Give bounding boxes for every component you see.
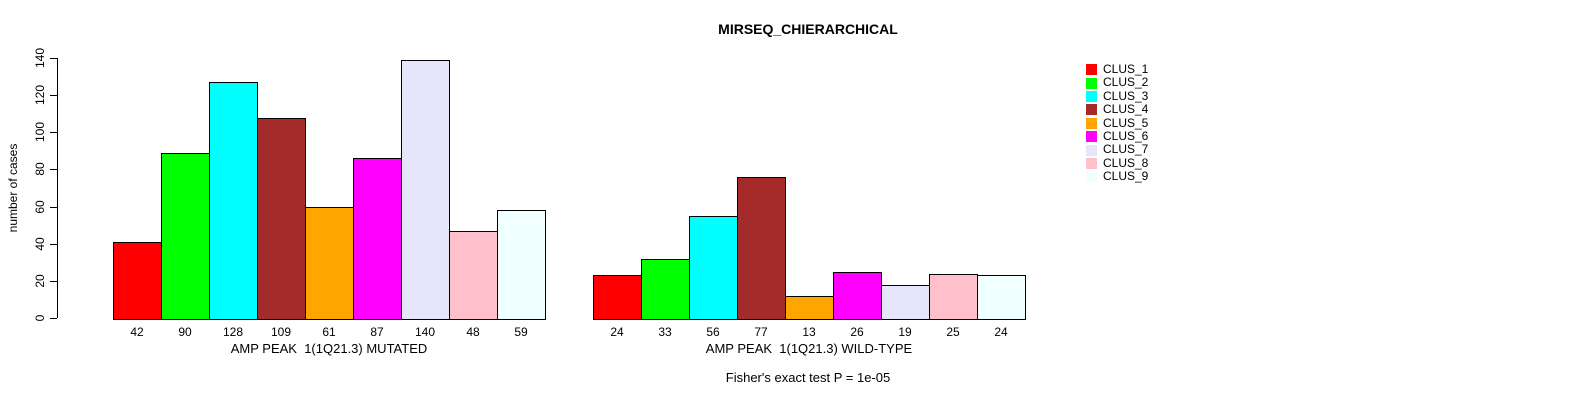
- y-tick-mark: [50, 280, 57, 282]
- bar-value-label: 13: [802, 325, 816, 339]
- legend-item-clus_7: CLUS_7: [1086, 142, 1149, 157]
- bar-value-label: 90: [178, 325, 192, 339]
- y-tick-mark: [50, 58, 57, 59]
- bar-clus_3: [209, 82, 258, 320]
- y-tick-mark: [50, 132, 57, 134]
- bar-clus_2: [641, 259, 690, 320]
- bar-value-label: 77: [754, 325, 768, 339]
- legend-label: CLUS_3: [1103, 88, 1149, 103]
- bar-value-label: 61: [322, 325, 336, 339]
- bar-clus_4: [257, 118, 306, 320]
- legend-swatch: [1086, 104, 1097, 116]
- chart-title: MIRSEQ_CHIERARCHICAL: [718, 21, 898, 37]
- legend-swatch: [1086, 90, 1097, 102]
- x-axis-label-wildtype: AMP PEAK 1(1Q21.3) WILD-TYPE: [705, 341, 913, 356]
- bar-clus_6: [353, 158, 402, 320]
- y-tick-label: 120: [33, 85, 47, 106]
- legend-label: CLUS_2: [1103, 75, 1149, 90]
- bar-value-label: 24: [610, 325, 624, 339]
- legend-item-clus_3: CLUS_3: [1086, 88, 1149, 103]
- bar-clus_7: [881, 285, 930, 320]
- bar-value-label: 33: [658, 325, 672, 339]
- legend-swatch: [1086, 77, 1097, 89]
- bar-value-label: 26: [850, 325, 864, 339]
- bar-clus_3: [689, 216, 738, 320]
- y-tick-label: 100: [33, 122, 47, 143]
- bar-clus_5: [785, 296, 834, 320]
- legend-label: CLUS_1: [1103, 62, 1149, 76]
- bar-value-label: 56: [706, 325, 720, 339]
- bar-clus_9: [977, 275, 1026, 320]
- legend-label: CLUS_7: [1103, 142, 1149, 157]
- bar-value-label: 19: [898, 325, 912, 339]
- legend-swatch: [1086, 131, 1097, 143]
- bar-clus_1: [593, 275, 642, 320]
- bar-clus_8: [929, 274, 978, 320]
- bar-clus_7: [401, 60, 450, 320]
- legend-item-clus_8: CLUS_8: [1086, 155, 1149, 170]
- bar-value-label: 24: [994, 325, 1008, 339]
- legend-swatch: [1086, 144, 1097, 156]
- y-tick-label: 40: [33, 237, 47, 251]
- legend-item-clus_4: CLUS_4: [1086, 102, 1149, 117]
- bar-clus_2: [161, 153, 210, 320]
- bar-clus_4: [737, 177, 786, 320]
- y-tick-mark: [50, 169, 57, 171]
- y-tick-label: 140: [33, 47, 47, 69]
- x-axis-label-mutated: AMP PEAK 1(1Q21.3) MUTATED: [230, 341, 428, 356]
- legend-item-clus_6: CLUS_6: [1086, 128, 1149, 143]
- bar-clus_8: [449, 231, 498, 320]
- bar-value-label: 25: [946, 325, 960, 339]
- bar-value-label: 109: [270, 325, 292, 339]
- legend: CLUS_1 CLUS_2 CLUS_3 CLUS_4 CLUS_5 CLUS_6 CLUS…: [1086, 62, 1149, 184]
- bar-clus_9: [497, 210, 546, 320]
- legend-label: CLUS_4: [1103, 102, 1149, 117]
- y-tick-mark: [50, 95, 57, 97]
- legend-label: CLUS_9: [1103, 169, 1149, 184]
- y-tick-label: 80: [33, 162, 47, 177]
- y-tick-label: 0: [33, 314, 47, 322]
- y-tick-mark: [50, 206, 57, 208]
- legend-label: CLUS_5: [1103, 115, 1149, 130]
- legend-swatch: [1086, 171, 1097, 183]
- bar-clus_5: [305, 207, 354, 320]
- bar-clus_6: [833, 272, 882, 320]
- fisher-test-annotation: Fisher's exact test P = 1e-05: [725, 370, 891, 385]
- bar-value-label: 140: [414, 325, 436, 339]
- legend-item-clus_5: CLUS_5: [1086, 115, 1149, 130]
- y-axis-line: [57, 58, 58, 318]
- y-tick-label: 20: [33, 274, 47, 288]
- bar-value-label: 59: [514, 325, 528, 339]
- bar-value-label: 48: [466, 325, 480, 339]
- legend-swatch: [1086, 117, 1097, 129]
- bar-value-label: 87: [370, 325, 384, 339]
- y-axis-title: number of cases: [6, 143, 20, 233]
- legend-swatch: [1086, 157, 1097, 169]
- legend-item-clus_9: CLUS_9: [1086, 169, 1149, 184]
- legend-item-clus_1: CLUS_1: [1086, 62, 1149, 76]
- bar-value-label: 128: [222, 325, 244, 339]
- bar-value-label: 42: [130, 325, 144, 339]
- legend-label: CLUS_6: [1103, 128, 1149, 143]
- legend-swatch: [1086, 64, 1097, 76]
- legend-label: CLUS_8: [1103, 155, 1149, 170]
- y-tick-mark: [50, 243, 57, 245]
- y-tick-mark: [50, 318, 57, 319]
- bar-clus_1: [113, 242, 162, 320]
- y-tick-label: 60: [33, 199, 47, 214]
- legend-item-clus_2: CLUS_2: [1086, 75, 1149, 90]
